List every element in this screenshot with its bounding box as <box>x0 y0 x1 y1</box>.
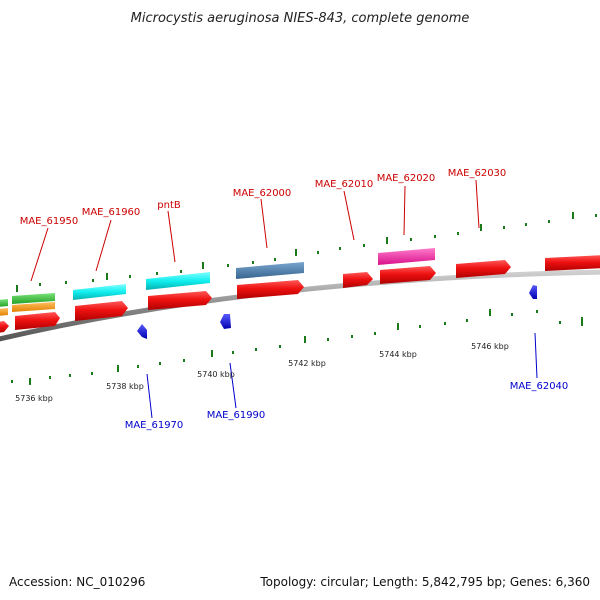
bottom-gene-labels: MAE_61970 MAE_61990 MAE_62040 <box>125 381 569 431</box>
leader-line <box>343 190 355 241</box>
cds-arrow <box>343 272 373 288</box>
leader-line <box>95 219 112 272</box>
gene-label: MAE_62040 <box>510 381 569 392</box>
leader-line <box>30 227 49 282</box>
gene-feature <box>0 308 8 316</box>
topology-text: Topology: circular; Length: 5,842,795 bp… <box>259 575 590 589</box>
cds-arrow <box>237 280 304 299</box>
cds-arrow <box>75 301 128 321</box>
bottom-label-leaders <box>146 332 538 419</box>
cds-arrow <box>148 291 212 310</box>
map-title: Microcystis aeruginosa NIES-843, complet… <box>131 11 470 26</box>
scale-label: 5740 kbp <box>197 370 235 379</box>
top-label-leaders <box>30 179 480 282</box>
lower-tick-row <box>11 309 583 385</box>
feature-track-upper <box>0 248 435 316</box>
leader-line <box>260 198 268 249</box>
gene-feature <box>146 272 210 290</box>
reverse-gene-arrow <box>220 314 231 329</box>
top-gene-labels: MAE_61950 MAE_61960 pntB MAE_62000 MAE_6… <box>20 168 507 227</box>
gene-label: MAE_61970 <box>125 420 184 431</box>
leader-line <box>475 179 480 229</box>
reverse-gene-track <box>137 285 537 339</box>
cds-arrow <box>456 260 511 278</box>
gene-feature <box>236 262 304 279</box>
leader-line <box>167 210 176 263</box>
reverse-gene-arrow <box>137 324 147 339</box>
reverse-gene-arrow <box>529 285 537 299</box>
leader-line <box>403 185 406 236</box>
scale-label: 5742 kbp <box>288 359 326 368</box>
gene-feature <box>378 248 435 265</box>
gene-feature <box>73 284 126 300</box>
cds-track <box>0 255 600 333</box>
gene-label: MAE_61950 <box>20 216 79 227</box>
gene-label: MAE_61990 <box>207 410 266 421</box>
gene-label: MAE_62020 <box>377 173 436 184</box>
gene-label: MAE_62010 <box>315 179 374 190</box>
upper-tick-row <box>16 212 597 292</box>
leader-line <box>146 373 153 419</box>
gene-label: MAE_62030 <box>448 168 507 179</box>
accession-text: Accession: NC_010296 <box>9 575 145 589</box>
leader-line <box>534 332 538 379</box>
cds-arrow <box>15 312 60 330</box>
leader-line <box>229 362 237 409</box>
cds-arrow <box>380 266 436 284</box>
gene-feature <box>12 302 55 312</box>
gene-label: pntB <box>157 200 181 211</box>
cds-arrow <box>545 255 600 271</box>
gene-feature <box>12 293 55 304</box>
scale-label: 5738 kbp <box>106 382 144 391</box>
scale-label: 5744 kbp <box>379 350 417 359</box>
scale-label: 5736 kbp <box>15 394 53 403</box>
cds-arrow <box>0 321 9 333</box>
scale-labels: 5736 kbp 5738 kbp 5740 kbp 5742 kbp 5744… <box>15 342 509 403</box>
gene-feature <box>0 299 8 307</box>
gene-label: MAE_62000 <box>233 188 292 199</box>
scale-label: 5746 kbp <box>471 342 509 351</box>
gene-label: MAE_61960 <box>82 207 141 218</box>
